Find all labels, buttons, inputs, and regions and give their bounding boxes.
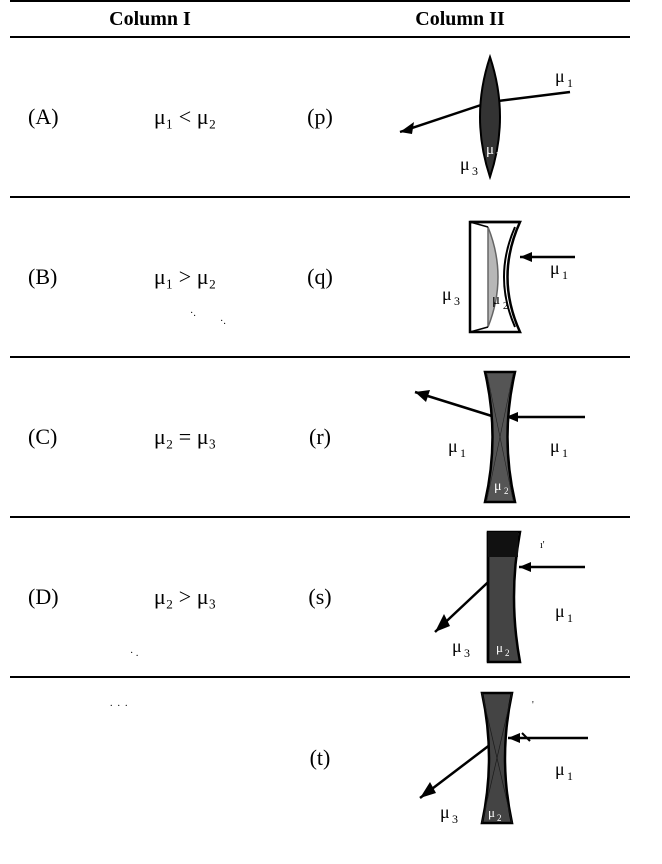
biconcave-lens-icon: μ1 μ1 μ2	[360, 362, 620, 512]
svg-text:2: 2	[504, 486, 509, 496]
row-label: (B)	[10, 197, 80, 357]
svg-text:μ: μ	[555, 759, 565, 779]
svg-text:1: 1	[562, 268, 568, 282]
row-diagram: μ1 μ3 μ2 ı'	[350, 517, 630, 677]
row-diagram: μ1 μ3 μ2	[350, 37, 630, 197]
svg-text:μ: μ	[555, 601, 565, 621]
planoconvex-lens-icon: μ1 μ3 μ2	[360, 202, 620, 352]
row-match: (t)	[290, 677, 350, 837]
table-row: . . . (t) μ1 μ3 μ2 '	[10, 677, 630, 837]
svg-text:μ: μ	[442, 284, 452, 304]
svg-text:μ: μ	[488, 805, 495, 820]
row-match: (q)	[290, 197, 350, 357]
svg-text:': '	[532, 700, 534, 711]
row-label: (A)	[10, 37, 80, 197]
svg-text:μ: μ	[555, 66, 565, 86]
svg-text:3: 3	[454, 294, 460, 308]
svg-text:ı': ı'	[540, 540, 545, 551]
row-match: (s)	[290, 517, 350, 677]
row-condition: μ₁ < μ₂	[80, 37, 290, 197]
row-match: (r)	[290, 357, 350, 517]
row-diagram: μ1 μ3 μ2 '	[350, 677, 630, 837]
svg-text:μ: μ	[550, 258, 560, 278]
svg-text:μ: μ	[494, 479, 502, 494]
header-row: Column I Column II	[10, 1, 630, 37]
svg-text:μ: μ	[492, 292, 500, 308]
svg-text:μ: μ	[440, 802, 450, 822]
header-col1: Column I	[10, 1, 290, 37]
table-row: (D) μ₂ > μ₃ · . (s) μ1 μ3 μ2 ı'	[10, 517, 630, 677]
svg-text:μ: μ	[550, 436, 560, 456]
svg-text:1: 1	[567, 76, 573, 90]
table-row: (B) μ₁ > μ₂ ·. ·. (q) μ1 μ3 μ2	[10, 197, 630, 357]
header-col2: Column II	[290, 1, 630, 37]
svg-text:3: 3	[452, 812, 458, 826]
row-label: (C)	[10, 357, 80, 517]
svg-text:μ: μ	[452, 636, 462, 656]
planoconcave-lens-icon: μ1 μ3 μ2 ı'	[360, 522, 620, 672]
row-match: (p)	[290, 37, 350, 197]
svg-text:1: 1	[562, 446, 568, 460]
biconcave-diverge-icon: μ1 μ3 μ2 '	[360, 683, 620, 833]
svg-text:1: 1	[567, 611, 573, 625]
row-label	[10, 677, 80, 837]
svg-text:2: 2	[497, 813, 502, 823]
matching-table: Column I Column II (A) μ₁ < μ₂ (p) μ1 μ3…	[10, 0, 630, 837]
svg-text:2: 2	[503, 301, 508, 312]
svg-text:2: 2	[496, 151, 501, 162]
svg-text:3: 3	[472, 164, 478, 178]
table-row: (A) μ₁ < μ₂ (p) μ1 μ3 μ2	[10, 37, 630, 197]
svg-text:2: 2	[505, 648, 510, 658]
svg-text:μ: μ	[486, 142, 494, 158]
biconvex-lens-icon: μ1 μ3 μ2	[360, 42, 620, 192]
row-diagram: μ1 μ1 μ2	[350, 357, 630, 517]
row-condition: μ₂ > μ₃ · .	[80, 517, 290, 677]
svg-text:1: 1	[460, 446, 466, 460]
svg-text:3: 3	[464, 646, 470, 660]
row-condition: μ₂ = μ₃	[80, 357, 290, 517]
svg-text:1: 1	[567, 769, 573, 783]
svg-text:μ: μ	[448, 436, 458, 456]
table-row: (C) μ₂ = μ₃ (r) μ1 μ1 μ2	[10, 357, 630, 517]
row-label: (D)	[10, 517, 80, 677]
row-condition: . . .	[80, 677, 290, 837]
row-condition: μ₁ > μ₂ ·. ·.	[80, 197, 290, 357]
row-diagram: μ1 μ3 μ2	[350, 197, 630, 357]
svg-text:μ: μ	[496, 640, 503, 655]
svg-text:μ: μ	[460, 154, 470, 174]
